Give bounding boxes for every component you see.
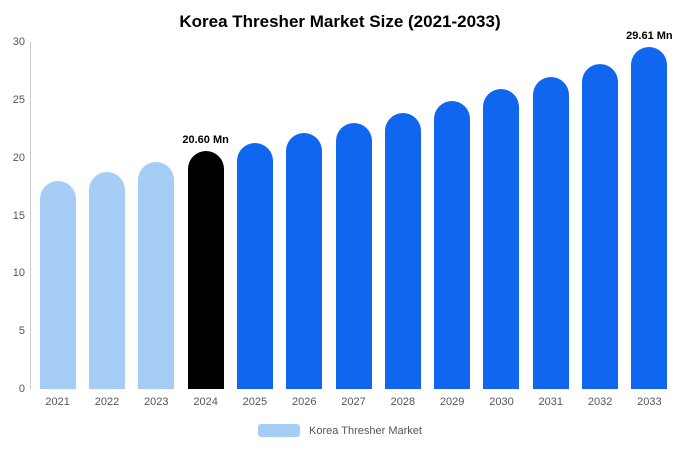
y-tick-label: 20 (12, 151, 25, 164)
bar (39, 180, 76, 389)
y-tick-label: 5 (18, 325, 25, 338)
bar-column (230, 42, 279, 389)
bar-column (477, 42, 526, 389)
plot-area: 20.60 Mn 29.61 Mn (33, 30, 674, 389)
bar (582, 63, 619, 389)
y-tick-label: 15 (12, 209, 25, 222)
bar (236, 142, 273, 389)
legend-swatch (258, 424, 301, 437)
x-tick-label: 2028 (390, 396, 416, 408)
bar (631, 46, 668, 389)
bar (138, 162, 175, 389)
y-axis-line (30, 42, 31, 389)
y-axis: 0 5 10 15 20 25 30 (0, 36, 30, 395)
value-label: 20.60 Mn (182, 133, 229, 146)
x-tick-label: 2031 (538, 396, 564, 408)
bar (434, 101, 471, 389)
x-tick-label: 2023 (144, 396, 169, 408)
value-label: 29.61 Mn (626, 29, 673, 42)
bar (532, 76, 569, 389)
bar (88, 171, 125, 389)
x-tick-label: 2032 (587, 396, 613, 408)
bar-column (428, 42, 477, 389)
bar-column (33, 42, 82, 389)
x-tick-label: 2030 (489, 396, 514, 408)
x-axis: 2021 2022 2023 2024 2025 2026 2027 2028 2029 2030… (33, 396, 674, 408)
legend-label: Korea Thresher Market (309, 424, 422, 437)
x-tick-label: 2022 (94, 396, 120, 408)
bar-column: 20.60 Mn (181, 42, 230, 389)
bar-column (329, 42, 378, 389)
bar-column (526, 42, 575, 389)
y-tick-label: 30 (12, 36, 25, 48)
y-tick-label: 25 (12, 93, 25, 106)
bar-column (82, 42, 131, 389)
x-tick-label: 2027 (341, 396, 366, 408)
chart-title: Korea Thresher Market Size (2021-2033) (179, 12, 501, 31)
y-tick-label: 0 (18, 383, 25, 395)
legend: Korea Thresher Market (0, 424, 680, 437)
x-tick-label: 2025 (242, 396, 268, 408)
bar-column (132, 42, 181, 389)
bar-column: 29.61 Mn (625, 30, 674, 389)
bar-column (378, 42, 427, 389)
bar (335, 122, 372, 389)
x-tick-label: 2021 (45, 396, 70, 408)
x-tick-label: 2029 (439, 396, 465, 408)
x-tick-label: 2024 (193, 396, 218, 408)
x-tick-label: 2026 (291, 396, 317, 408)
bar (187, 150, 224, 389)
bar (286, 133, 323, 389)
bar-column (575, 42, 624, 389)
bar (483, 89, 520, 389)
y-tick-label: 10 (12, 267, 25, 280)
x-tick-label: 2033 (637, 396, 662, 408)
bar-column (280, 42, 329, 389)
bar (384, 112, 421, 389)
